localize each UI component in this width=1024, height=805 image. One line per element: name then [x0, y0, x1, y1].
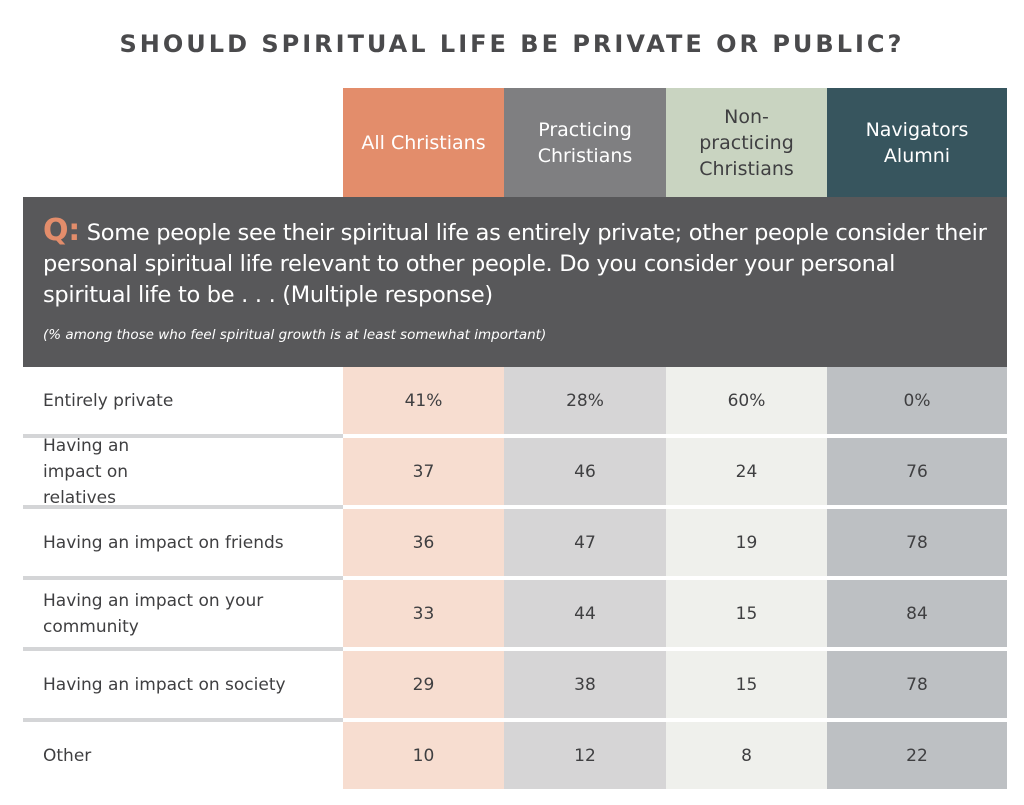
question-box: Q: Some people see their spiritual life … [23, 197, 1007, 367]
row-label: Having an impact on your community [23, 580, 343, 651]
data-cell: 60% [666, 367, 827, 438]
column-header: Practicing Christians [504, 88, 666, 197]
data-cell: 36 [343, 509, 504, 580]
data-cell: 44 [504, 580, 666, 651]
question-note: (% among those who feel spiritual growth… [43, 327, 547, 343]
row-label: Having an impact on friends [23, 509, 343, 580]
question-text: Q: Some people see their spiritual life … [43, 215, 987, 311]
data-cell: 15 [666, 580, 827, 651]
table-row: Having an impact on relatives 37 46 24 76 [23, 436, 1007, 509]
data-cell: 41% [343, 367, 504, 438]
data-cell: 15 [666, 651, 827, 722]
data-cell: 38 [504, 651, 666, 722]
row-label: Other [43, 745, 92, 766]
table-row: Having an impact on your community 33 44 15… [23, 580, 1007, 651]
data-cell: 22 [827, 722, 1007, 789]
table-row: Entirely private 41% 28% 60% 0% [23, 367, 1007, 438]
data-cell: 24 [666, 438, 827, 509]
column-header-label: All Christians [361, 131, 486, 154]
column-header: All Christians [343, 88, 504, 197]
column-header-label: Navigators Alumni [865, 118, 969, 167]
data-cell: 19 [666, 509, 827, 580]
data-cell: 10 [343, 722, 504, 789]
data-cell: 12 [504, 722, 666, 789]
data-cell: 84 [827, 580, 1007, 651]
data-cell: 46 [504, 438, 666, 509]
question-marker: Q: [43, 213, 80, 248]
data-cell: 78 [827, 651, 1007, 722]
column-header-label: Non-practicing Christians [699, 105, 794, 180]
data-cell: 0% [827, 367, 1007, 438]
data-cell: 47 [504, 509, 666, 580]
data-cell: 8 [666, 722, 827, 789]
row-label: Entirely private [23, 367, 343, 438]
table-row: Having an impact on society 29 38 15 78 [23, 651, 1007, 722]
data-cell: 29 [343, 651, 504, 722]
data-cell: 78 [827, 509, 1007, 580]
data-cell: 76 [827, 438, 1007, 509]
column-header: Non-practicing Christians [666, 88, 827, 197]
table-row: Other 10 12 8 22 [23, 722, 1007, 793]
data-cell: 28% [504, 367, 666, 438]
column-header: Navigators Alumni [827, 88, 1007, 197]
page-title: SHOULD SPIRITUAL LIFE BE PRIVATE OR PUBL… [119, 30, 905, 58]
table-row: Having an impact on friends 36 47 19 78 [23, 509, 1007, 580]
row-label: Having an impact on relatives [23, 436, 343, 509]
question-body: Some people see their spiritual life as … [43, 220, 987, 308]
data-cell: 37 [343, 438, 504, 509]
data-cell: 33 [343, 580, 504, 651]
row-label: Having an impact on society [23, 651, 343, 722]
column-header-label: Practicing Christians [537, 118, 633, 167]
